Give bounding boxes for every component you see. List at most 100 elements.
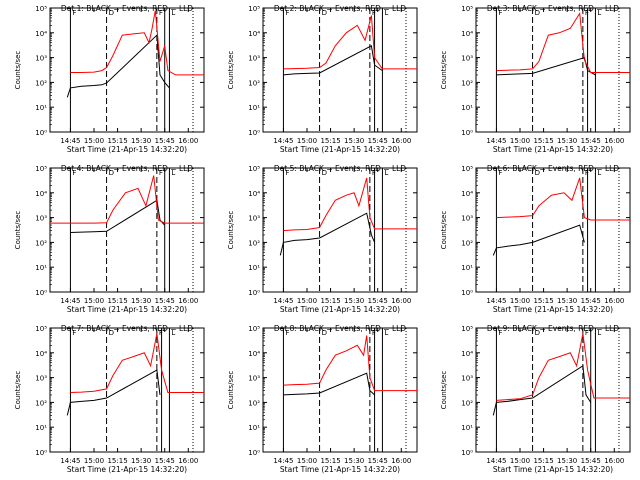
y-tick-label: 10⁵ <box>248 5 260 13</box>
marker-letter: L <box>597 329 601 337</box>
marker-letter: L <box>597 9 601 17</box>
x-axis-label: Start Time (21-Apr-15 14:32:20) <box>493 145 613 154</box>
events-series-line <box>70 199 166 233</box>
y-tick-label: 10⁰ <box>461 289 473 297</box>
chart-title: Det 7: BLACK = Events, RED = LLD <box>61 324 193 333</box>
marker-letter: F <box>372 329 376 337</box>
y-tick-label: 10¹ <box>461 424 473 432</box>
x-tick-label: 16:00 <box>178 457 198 465</box>
x-tick-label: 15:00 <box>297 297 317 305</box>
x-axis-label: Start Time (21-Apr-15 14:32:20) <box>493 305 613 314</box>
x-tick-label: 15:15 <box>320 297 340 305</box>
x-tick-label: 15:15 <box>533 297 553 305</box>
marker-letter: D <box>109 169 114 177</box>
y-tick-label: 10⁴ <box>35 350 47 358</box>
events-series-line <box>279 212 376 256</box>
chart-panel: 10⁰ 10¹ 10² 10³ 10⁴ 10⁵ 14:45 15:00 15:15 15:30 15… <box>227 164 418 314</box>
y-tick-label: 10⁴ <box>248 190 260 198</box>
y-tick-label: 10⁵ <box>35 325 47 333</box>
x-tick-label: 15:00 <box>297 137 317 145</box>
chart-panel: 10⁰ 10¹ 10² 10³ 10⁴ 10⁵ 14:45 15:00 15:15 15:30 15… <box>14 324 205 474</box>
lld-series-line <box>496 333 630 401</box>
x-tick-label: 15:30 <box>557 137 577 145</box>
x-tick-label: 15:15 <box>107 457 127 465</box>
chart-title: Det 6: BLACK = Events, RED = LLD <box>487 164 619 173</box>
x-tick-label: 14:45 <box>486 457 506 465</box>
plot-frame <box>49 327 205 453</box>
y-tick-label: 10¹ <box>35 264 47 272</box>
y-tick-label: 10⁴ <box>248 30 260 38</box>
y-axis-label: Counts/sec <box>14 51 22 90</box>
y-axis-label: Counts/sec <box>14 371 22 410</box>
x-tick-label: 15:15 <box>107 137 127 145</box>
chart-title: Det 3: BLACK = Events, RED = LLD <box>487 4 619 13</box>
lld-series-line <box>283 177 417 232</box>
marker-letter: L <box>171 9 175 17</box>
y-tick-label: 10³ <box>248 215 260 223</box>
marker-letter: F <box>498 9 502 17</box>
chart-title: Det 5: BLACK = Events, RED = LLD <box>274 164 406 173</box>
x-tick-label: 15:30 <box>344 457 364 465</box>
plot-frame <box>262 167 418 293</box>
y-tick-label: 10¹ <box>248 264 260 272</box>
y-tick-label: 10⁵ <box>248 165 260 173</box>
y-tick-label: 10³ <box>248 55 260 63</box>
plot-frame <box>49 7 205 133</box>
marker-letter: F <box>285 329 289 337</box>
y-axis-label: Counts/sec <box>440 371 448 410</box>
plot-frame <box>262 327 418 453</box>
marker-letter: F <box>585 329 589 337</box>
y-axis-label: Counts/sec <box>227 211 235 250</box>
x-tick-label: 15:45 <box>155 297 175 305</box>
y-tick-label: 10² <box>35 79 47 87</box>
x-axis-label: Start Time (21-Apr-15 14:32:20) <box>280 145 400 154</box>
y-tick-label: 10³ <box>35 215 47 223</box>
marker-letter: D <box>322 9 327 17</box>
x-axis-label: Start Time (21-Apr-15 14:32:20) <box>67 145 187 154</box>
marker-letter: F <box>72 9 76 17</box>
marker-letter: F <box>372 9 376 17</box>
marker-letter: L <box>171 169 175 177</box>
y-tick-label: 10² <box>248 399 260 407</box>
plot-frame <box>475 327 631 453</box>
x-tick-label: 16:00 <box>604 137 624 145</box>
y-tick-label: 10¹ <box>248 424 260 432</box>
x-tick-label: 14:45 <box>60 457 80 465</box>
y-tick-label: 10² <box>461 79 473 87</box>
events-series-line <box>283 45 383 76</box>
x-tick-label: 15:45 <box>581 457 601 465</box>
events-series-line <box>66 34 170 98</box>
y-tick-label: 10³ <box>461 55 473 63</box>
lld-series-line <box>283 335 417 392</box>
x-tick-label: 14:45 <box>486 137 506 145</box>
x-tick-label: 16:00 <box>178 137 198 145</box>
y-tick-label: 10² <box>248 239 260 247</box>
y-tick-label: 10⁰ <box>35 449 47 457</box>
x-tick-label: 15:30 <box>344 297 364 305</box>
marker-letter: F <box>159 169 163 177</box>
y-tick-label: 10¹ <box>461 264 473 272</box>
chart-title: Det 9: BLACK = Events, RED = LLD <box>487 324 619 333</box>
x-tick-label: 16:00 <box>604 297 624 305</box>
y-tick-label: 10⁴ <box>461 350 473 358</box>
y-tick-label: 10¹ <box>248 104 260 112</box>
y-tick-label: 10¹ <box>35 424 47 432</box>
chart-panel: 10⁰ 10¹ 10² 10³ 10⁴ 10⁵ 14:45 15:00 15:15 15:30 15… <box>440 4 631 154</box>
chart-panel: 10⁰ 10¹ 10² 10³ 10⁴ 10⁵ 14:45 15:00 15:15 15:30 15… <box>227 324 418 474</box>
x-tick-label: 15:00 <box>84 137 104 145</box>
x-tick-label: 15:45 <box>368 297 388 305</box>
chart-panel: 10⁰ 10¹ 10² 10³ 10⁴ 10⁵ 14:45 15:00 15:15 15:30 15… <box>440 324 631 474</box>
x-tick-label: 15:00 <box>297 457 317 465</box>
x-tick-label: 14:45 <box>273 457 293 465</box>
y-tick-label: 10⁵ <box>35 5 47 13</box>
x-tick-label: 15:30 <box>557 297 577 305</box>
lld-series-line <box>70 333 204 393</box>
marker-letter: F <box>498 169 502 177</box>
marker-letter: L <box>384 9 388 17</box>
x-tick-label: 16:00 <box>391 457 411 465</box>
marker-letter: L <box>171 329 175 337</box>
marker-letter: F <box>72 169 76 177</box>
x-axis-label: Start Time (21-Apr-15 14:32:20) <box>67 465 187 474</box>
x-tick-label: 15:15 <box>320 137 340 145</box>
